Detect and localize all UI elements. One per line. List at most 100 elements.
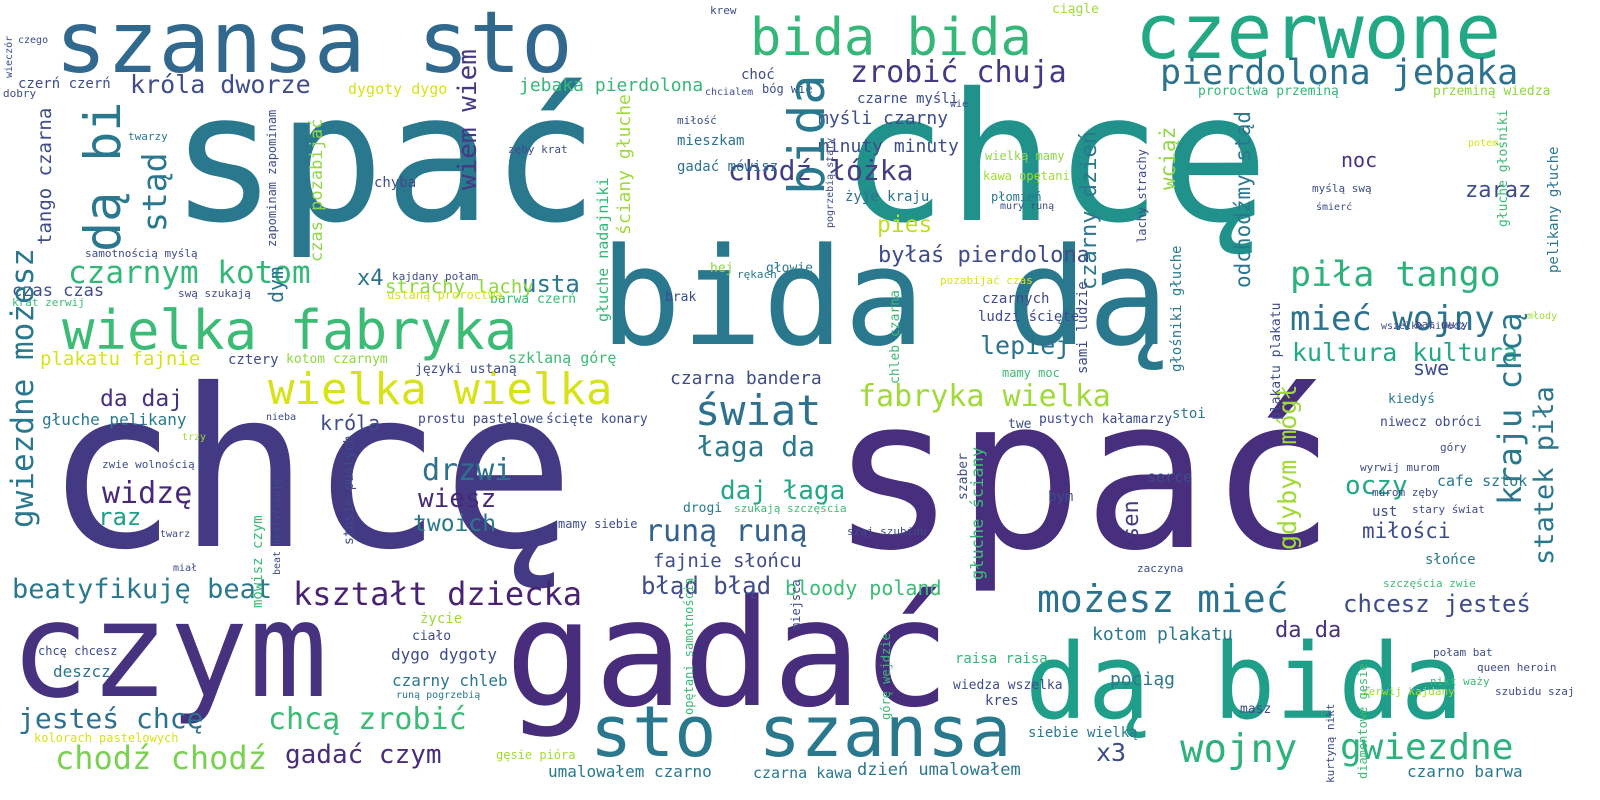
cloud-word: prostu pastelowe [418,412,544,427]
cloud-word: głuche nadajniki [594,177,612,323]
cloud-word: proroctwa przeminą [1198,84,1339,99]
cloud-word: chodź chodź [55,739,267,777]
cloud-word: pozabijać czas [940,274,1033,287]
cloud-word: twarzy [128,130,168,143]
cloud-word: x3 [1096,738,1127,767]
cloud-word: gęsie pióra [496,748,576,762]
cloud-word: nikt waży [1430,675,1490,688]
cloud-word: chcę [45,342,575,598]
cloud-word: miłość [677,114,717,127]
cloud-word: ściany głuche [614,94,635,235]
cloud-word: wyrwij murom [1360,461,1440,474]
cloud-word: szklaną górę [508,349,617,367]
cloud-word: daj łaga [720,476,846,506]
cloud-word: króla dworze [130,70,311,99]
cloud-word: plakatu fajnie [40,348,201,370]
cloud-word: zęby krat [508,143,568,156]
cloud-word: opętani samotnością [682,577,696,715]
cloud-word: gwiezdne możesz [5,248,41,528]
cloud-word: śmierć [1316,202,1353,213]
cloud-word: raz [98,503,142,531]
cloud-word: czarne myśli [857,91,959,107]
cloud-word: choć [741,67,775,83]
cloud-word: gadać [505,568,951,740]
cloud-word: szaber [956,453,971,500]
cloud-word: gwiezdne [1340,727,1514,768]
cloud-word: błąd błąd [641,572,772,600]
cloud-word: wielka wielka [268,364,613,415]
cloud-word: dygo dygoty [391,645,497,664]
cloud-word: możesz mieć [1037,577,1289,621]
cloud-word: deszcz [53,662,111,681]
cloud-word: gadać mówisz [677,159,779,175]
cloud-word: umalowałem czarno [548,762,712,781]
cloud-word: kolorach pastelowych [34,731,179,745]
cloud-word: chyba [374,175,417,191]
cloud-word: młody [1527,311,1558,322]
cloud-word: swe [1413,356,1450,380]
cloud-word: runą pogrzebią [396,690,481,701]
cloud-word: chcę chcesz [38,644,118,658]
cloud-word: stąd [135,152,174,232]
cloud-word: plakatu plakatu [1269,302,1284,420]
cloud-word: zwie wolnością [102,458,195,471]
cloud-word: cafe sztok [1437,472,1528,490]
cloud-word: czas pozabijać [307,118,327,262]
cloud-word: czerń czerń [18,76,111,92]
cloud-word: hej [710,261,734,276]
cloud-word: mamy siebie [558,517,638,531]
cloud-word: minuty minuty [818,136,959,157]
cloud-word: czarnym kotom [68,255,311,291]
cloud-word: sen [1119,500,1144,540]
cloud-word: mamy moc [1002,366,1060,380]
cloud-word: głośniki głuche [1169,245,1185,372]
cloud-word: zaczyna [1137,562,1184,575]
cloud-word: spać [830,352,1336,597]
cloud-word: wszelka niwecz [1381,321,1466,332]
cloud-word: szansa sto [55,0,573,93]
cloud-word: pociąg [1110,669,1176,690]
cloud-word: x4 [357,266,384,291]
cloud-word: piła tango [1290,255,1501,295]
cloud-word: tango czarna [34,107,56,245]
cloud-word: drogi [683,501,723,516]
cloud-word: górę wejdzie [879,633,893,720]
cloud-word: stosie pustych [342,435,357,545]
cloud-word: dym [264,266,288,303]
cloud-word: masz [1240,702,1272,717]
cloud-word: nieba [266,412,297,423]
cloud-word: zerwij kajdany [1362,685,1455,698]
cloud-word: kraju chcą [1491,312,1529,505]
cloud-word: czego [18,35,49,46]
cloud-word: płomień [991,190,1042,204]
cloud-word: chodź łóżka [728,154,914,187]
cloud-word: mury runą [1000,201,1055,212]
cloud-word: słońce [1425,552,1476,568]
cloud-word: głuche ściany [968,446,988,580]
cloud-word: pogrzebią stary [825,137,836,228]
cloud-word: myślą swą [1312,182,1372,195]
cloud-word: usta [522,270,580,298]
cloud-word: miał [173,563,198,574]
cloud-word: wie [950,99,969,110]
cloud-word: sami ludzie [1075,281,1091,374]
cloud-word: twarz [160,529,191,540]
cloud-word: runą runą [645,514,808,549]
cloud-word: zrobić chuja [850,55,1067,90]
cloud-word: trzy [182,432,207,443]
cloud-word: cztery [228,352,279,368]
cloud-word: swą szukają [178,287,251,300]
cloud-word: czarnych [982,291,1050,307]
cloud-word: kurtyną nikt [1324,703,1337,783]
cloud-word: noc [1341,148,1378,172]
cloud-word: wielką mamy [985,149,1065,163]
cloud-word: pelikany głuche [1546,146,1562,273]
cloud-word: dobry [3,87,37,100]
cloud-word: ciągle [1052,2,1099,17]
cloud-word: pierdolona jebaka [1160,53,1519,93]
cloud-word: potem [1468,138,1499,149]
cloud-word: krew [710,4,737,17]
cloud-word: kotom czarnym [286,352,388,367]
cloud-word: chcą zrobić [268,702,467,737]
cloud-word: stary świat [1412,503,1485,516]
